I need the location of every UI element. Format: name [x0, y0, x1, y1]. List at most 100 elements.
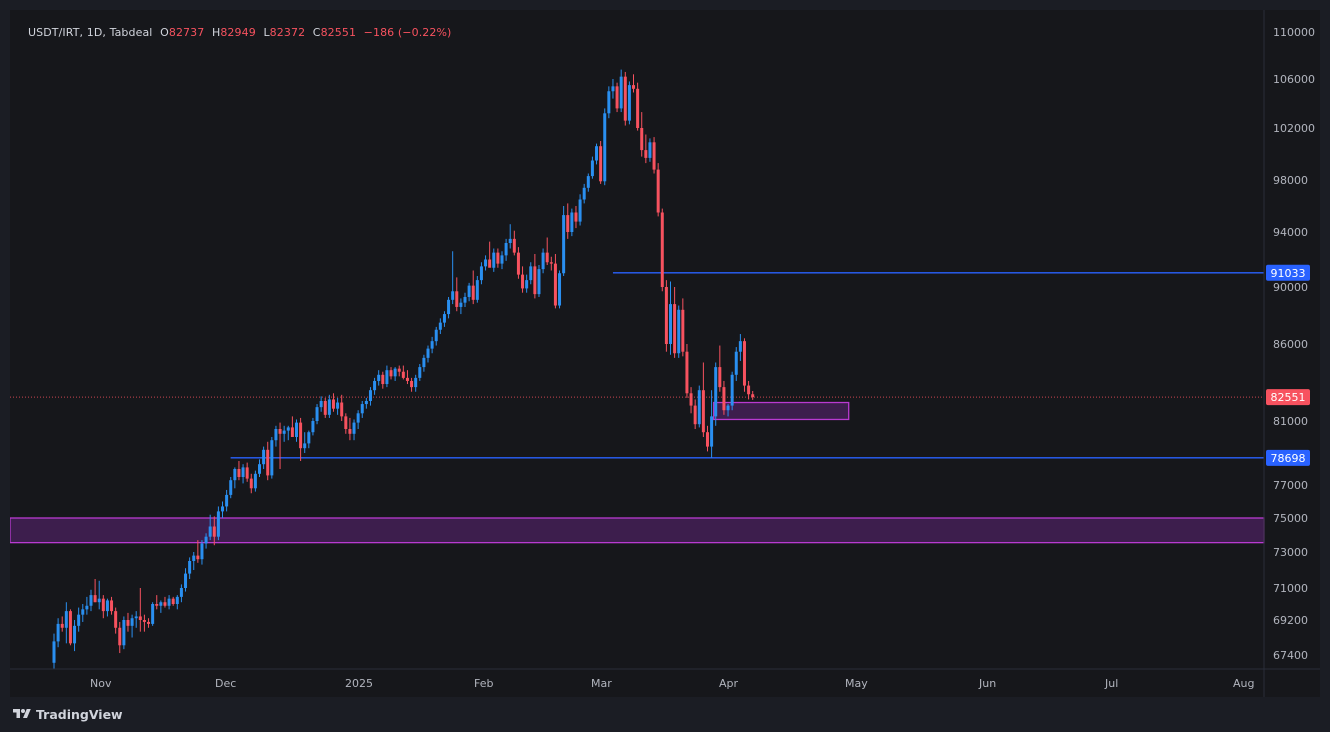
candle[interactable] — [385, 365, 389, 388]
candle[interactable] — [311, 417, 315, 436]
candle[interactable] — [590, 156, 594, 179]
candle[interactable] — [151, 602, 155, 626]
candle[interactable] — [656, 163, 660, 217]
candle[interactable] — [549, 256, 553, 271]
candle[interactable] — [245, 462, 249, 482]
candle[interactable] — [488, 241, 492, 268]
candle[interactable] — [179, 584, 183, 603]
candle[interactable] — [208, 514, 212, 541]
candle[interactable] — [475, 276, 479, 303]
candle[interactable] — [286, 425, 290, 441]
candle[interactable] — [492, 248, 496, 272]
candle[interactable] — [212, 516, 216, 546]
candle[interactable] — [315, 404, 319, 425]
candle[interactable] — [734, 347, 738, 381]
candle[interactable] — [68, 609, 72, 646]
candle[interactable] — [747, 380, 751, 400]
candle[interactable] — [352, 419, 356, 441]
candle[interactable] — [368, 387, 372, 406]
candle[interactable] — [714, 362, 718, 426]
candle[interactable] — [262, 446, 266, 469]
support-zone-wide[interactable] — [10, 517, 1265, 544]
candle[interactable] — [114, 607, 118, 634]
candle[interactable] — [623, 71, 627, 126]
candle[interactable] — [118, 621, 122, 654]
candle[interactable] — [274, 425, 278, 447]
candle[interactable] — [607, 86, 611, 119]
candle[interactable] — [627, 81, 631, 125]
candle[interactable] — [648, 138, 652, 162]
candle[interactable] — [89, 589, 93, 612]
candle[interactable] — [204, 533, 208, 549]
candle[interactable] — [364, 397, 368, 409]
candle[interactable] — [430, 336, 434, 354]
candle[interactable] — [611, 79, 615, 99]
candle[interactable] — [381, 371, 385, 389]
candle[interactable] — [677, 305, 681, 358]
candle[interactable] — [545, 237, 549, 266]
candle[interactable] — [81, 604, 85, 622]
candle[interactable] — [393, 367, 397, 381]
candle[interactable] — [233, 467, 237, 489]
candle[interactable] — [467, 282, 471, 302]
candle[interactable] — [336, 397, 340, 415]
candle[interactable] — [533, 254, 537, 299]
candle[interactable] — [496, 248, 500, 268]
candle[interactable] — [459, 298, 463, 315]
candle[interactable] — [258, 459, 261, 477]
candle[interactable] — [414, 374, 418, 392]
candle[interactable] — [726, 404, 730, 417]
candle[interactable] — [447, 296, 451, 319]
candle[interactable] — [56, 618, 60, 648]
candle[interactable] — [442, 311, 446, 327]
candle[interactable] — [669, 281, 672, 355]
candle[interactable] — [422, 354, 426, 372]
candle[interactable] — [558, 270, 562, 309]
candle[interactable] — [722, 380, 726, 415]
candle[interactable] — [578, 194, 582, 226]
support-zone-small[interactable] — [713, 401, 850, 421]
candle[interactable] — [290, 416, 294, 437]
candle[interactable] — [377, 370, 381, 386]
candle[interactable] — [249, 473, 253, 494]
candle[interactable] — [401, 365, 405, 380]
candle[interactable] — [60, 616, 64, 632]
candle[interactable] — [340, 394, 344, 421]
candle[interactable] — [138, 588, 142, 632]
candle[interactable] — [410, 377, 414, 392]
candle[interactable] — [595, 143, 599, 165]
candlestick-chart[interactable]: 110000 106000 102000 98000 94000 90000 86000 81… — [10, 10, 1320, 697]
candle[interactable] — [512, 230, 516, 256]
candle[interactable] — [681, 298, 685, 357]
candle[interactable] — [360, 400, 364, 418]
candle[interactable] — [673, 287, 677, 358]
candle[interactable] — [701, 362, 705, 437]
candle[interactable] — [77, 607, 81, 632]
candle[interactable] — [253, 470, 257, 492]
tradingview-brand[interactable]: TradingView — [12, 705, 123, 723]
candle[interactable] — [389, 367, 393, 380]
candle[interactable] — [73, 620, 77, 652]
candle[interactable] — [525, 274, 529, 293]
candle[interactable] — [126, 612, 130, 632]
candle[interactable] — [504, 238, 508, 261]
candle[interactable] — [356, 410, 360, 429]
candle[interactable] — [110, 596, 114, 615]
candle[interactable] — [603, 108, 607, 186]
candle[interactable] — [463, 292, 467, 307]
chart-frame[interactable]: 110000 106000 102000 98000 94000 90000 86000 81… — [10, 10, 1320, 697]
candle[interactable] — [751, 390, 755, 400]
candle[interactable] — [105, 598, 109, 617]
candle[interactable] — [484, 255, 488, 271]
candle[interactable] — [537, 265, 541, 297]
candle[interactable] — [319, 396, 323, 412]
candle[interactable] — [278, 422, 282, 469]
candle[interactable] — [299, 417, 303, 461]
candle[interactable] — [192, 552, 196, 570]
candle[interactable] — [479, 262, 483, 285]
candle[interactable] — [566, 203, 570, 239]
candle[interactable] — [196, 540, 200, 563]
candle[interactable] — [405, 370, 409, 385]
candle[interactable] — [52, 633, 56, 669]
candle[interactable] — [664, 280, 668, 352]
